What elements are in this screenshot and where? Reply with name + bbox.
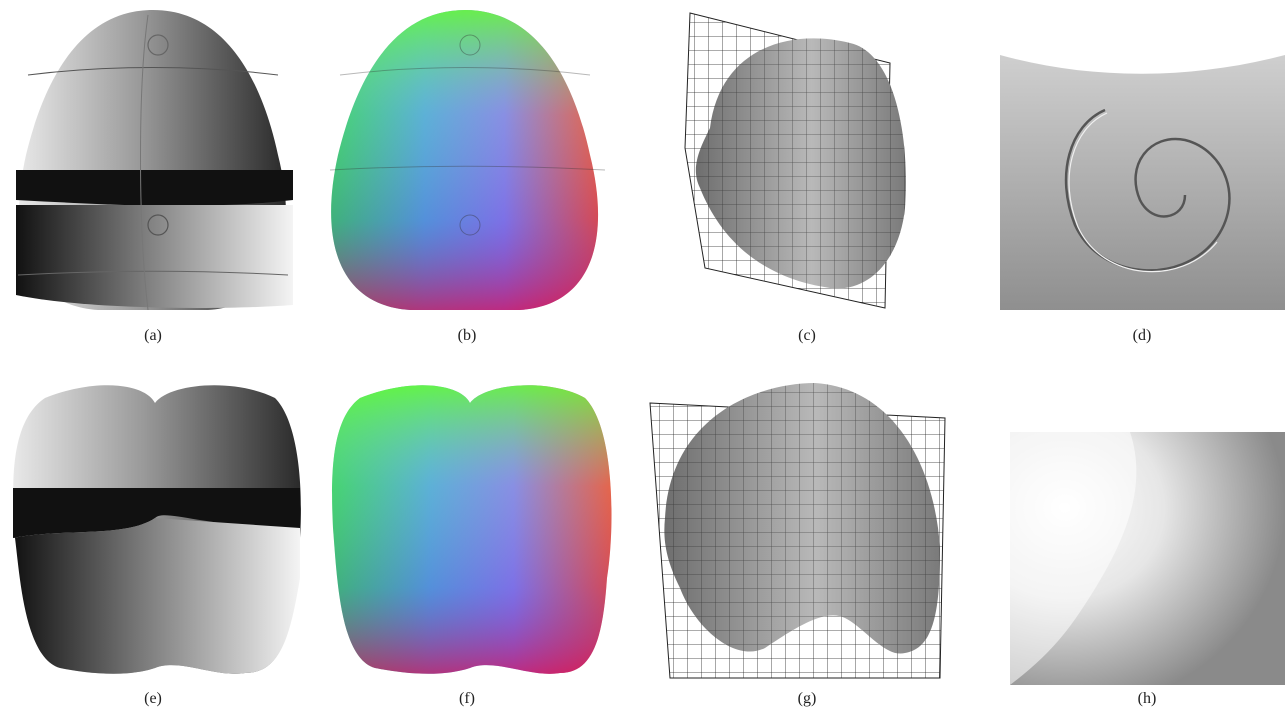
panel-b-normal-map (320, 5, 610, 315)
caption-b: (b) (457, 327, 477, 344)
panel-d-zoom-spiral (1000, 55, 1285, 310)
panel-g-mesh (645, 378, 965, 683)
panel-a-grayscale-object (8, 5, 298, 315)
caption-g: (g) (797, 690, 817, 707)
panel-h-zoom-texture (1010, 432, 1285, 685)
caption-e: (e) (144, 690, 162, 707)
caption-a: (a) (144, 327, 162, 344)
caption-f: (f) (459, 690, 475, 707)
panel-c-mesh (680, 8, 940, 318)
caption-h: (h) (1137, 690, 1157, 707)
panel-e-grayscale-apple (5, 378, 310, 683)
caption-c: (c) (798, 327, 816, 344)
caption-d: (d) (1132, 327, 1152, 344)
panel-f-normal-apple (325, 378, 615, 683)
